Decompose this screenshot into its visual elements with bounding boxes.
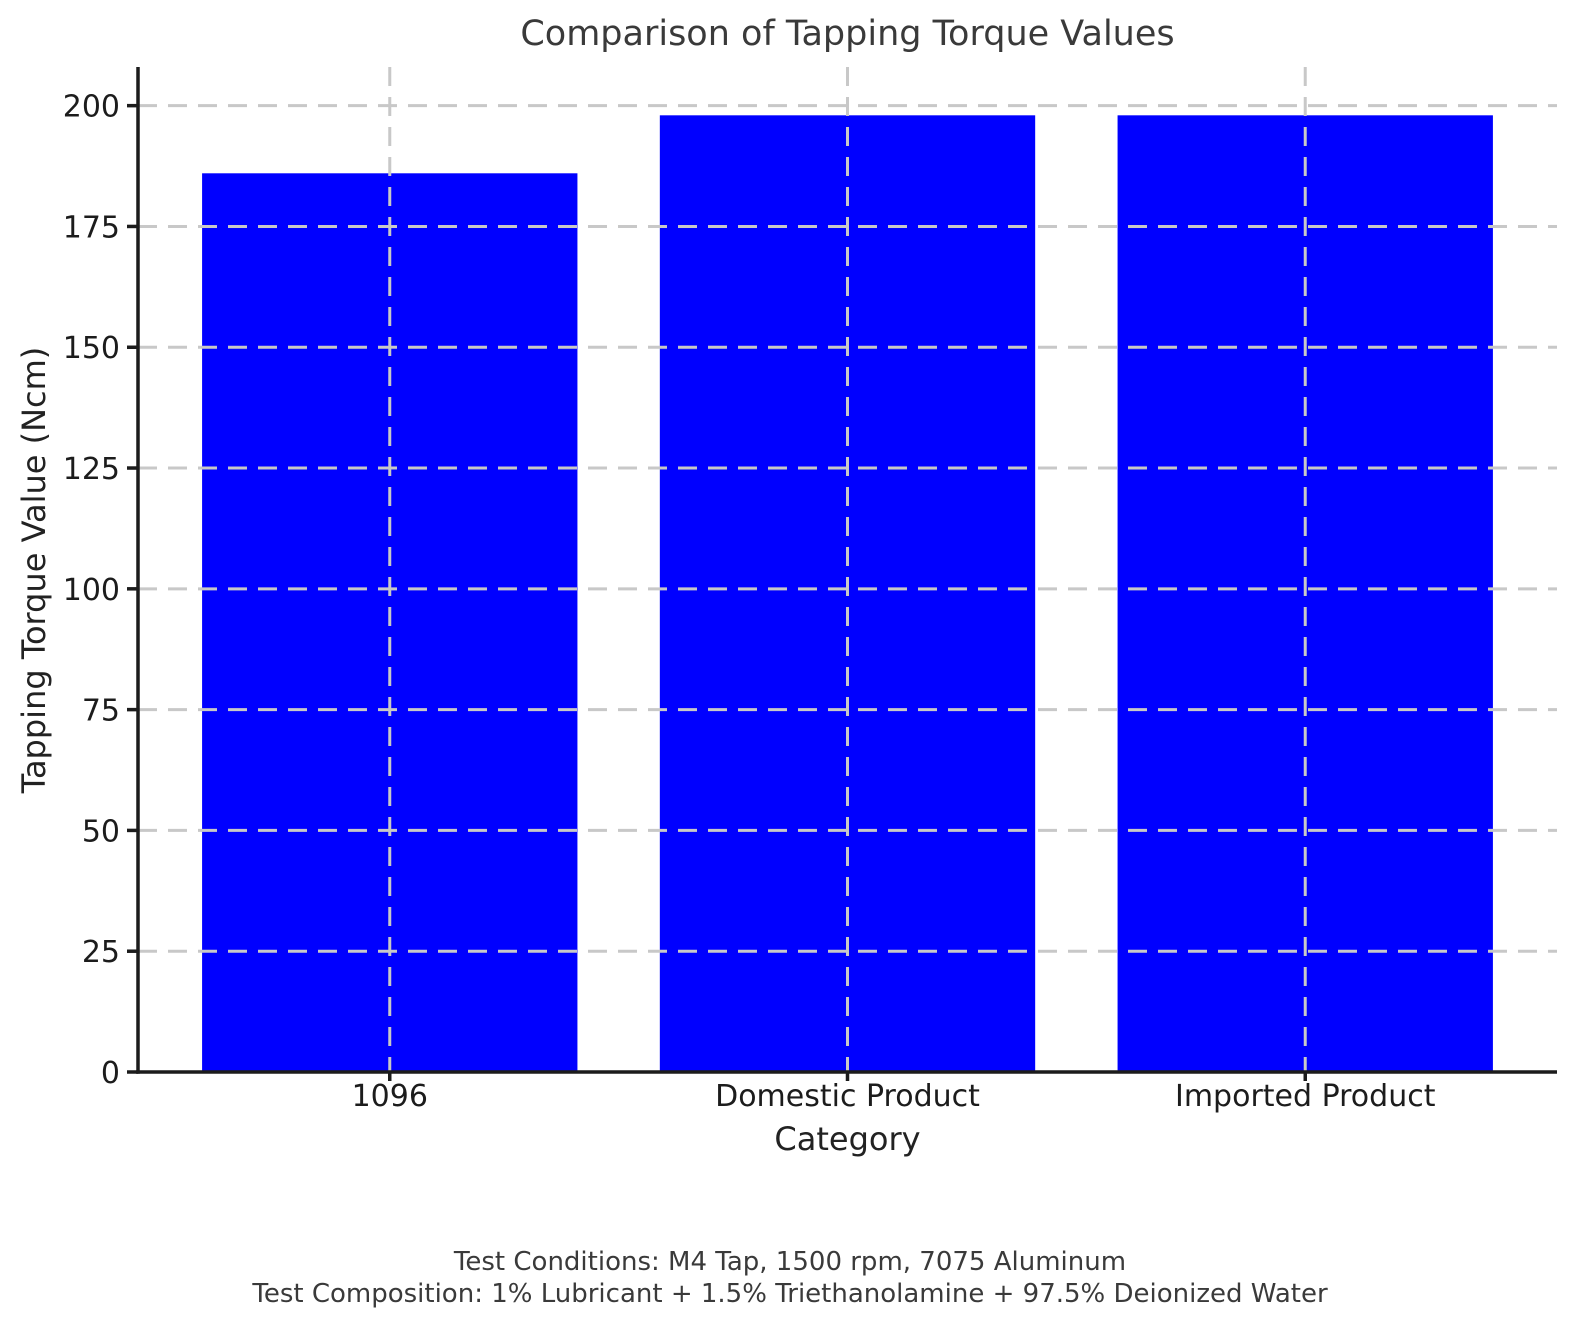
footer-test-conditions: Test Conditions: M4 Tap, 1500 rpm, 7075 … [453, 1247, 1127, 1277]
y-tick-label-125: 125 [63, 452, 120, 487]
y-tick-label-175: 175 [63, 210, 120, 245]
y-axis-label: Tapping Torque Value (Ncm) [15, 346, 53, 794]
footer-test-composition: Test Composition: 1% Lubricant + 1.5% Tr… [252, 1279, 1328, 1309]
x-tick-label-0: 1096 [352, 1079, 428, 1114]
y-tick-label-200: 200 [63, 90, 120, 125]
x-tick-label-2: Imported Product [1175, 1079, 1436, 1114]
x-axis-label: Category [774, 1120, 921, 1158]
y-tick-label-25: 25 [82, 935, 120, 970]
y-tick-label-75: 75 [82, 694, 120, 729]
x-tick-label-1: Domestic Product [715, 1079, 980, 1114]
chart-title: Comparison of Tapping Torque Values [520, 14, 1175, 54]
y-tick-label-0: 0 [101, 1056, 120, 1091]
y-tick-label-150: 150 [63, 331, 120, 366]
y-tick-label-50: 50 [82, 814, 120, 849]
y-tick-label-100: 100 [63, 573, 120, 608]
